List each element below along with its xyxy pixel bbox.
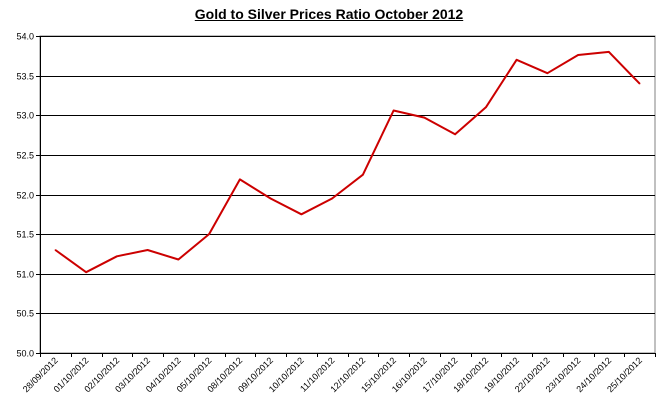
y-tick-label: 52.5: [16, 151, 34, 161]
data-point: [331, 197, 333, 200]
data-point: [300, 213, 303, 216]
data-point: [54, 249, 57, 251]
plot-area: [39, 35, 656, 354]
data-point: [146, 249, 149, 251]
data-point: [362, 173, 364, 176]
data-point: [638, 82, 641, 85]
x-axis: 28/09/201201/10/201202/10/201203/10/2012…: [21, 353, 656, 394]
data-point: [239, 178, 241, 181]
y-tick-label: 50.5: [16, 309, 34, 319]
y-tick-label: 51.5: [16, 230, 34, 240]
y-tick-label: 53.0: [16, 111, 34, 121]
plot-border: [39, 35, 656, 354]
data-point: [515, 59, 518, 61]
data-point: [423, 116, 426, 119]
y-axis: 50.0 50.5 51.0 51.5 52.0 52.5 53.0 53.5 54.0: [16, 32, 41, 359]
data-point: [392, 109, 395, 112]
y-tick-label: 53.5: [16, 72, 34, 82]
data-point: [177, 258, 180, 261]
series-line: [54, 50, 641, 274]
y-tick-label: 50.0: [16, 349, 34, 359]
data-point: [608, 51, 610, 53]
data-point: [454, 133, 456, 136]
y-tick-label: 54.0: [16, 32, 34, 42]
chart-title: Gold to Silver Prices Ratio October 2012: [194, 6, 464, 22]
series-layer: [54, 50, 641, 274]
data-point: [85, 271, 87, 274]
data-point: [116, 255, 118, 258]
data-point: [577, 54, 579, 56]
data-point: [546, 72, 549, 74]
data-point: [269, 197, 272, 200]
y-tick-label: 52.0: [16, 191, 34, 201]
data-point: [208, 233, 210, 235]
data-point: [485, 106, 487, 109]
y-tick-label: 51.0: [16, 270, 34, 280]
